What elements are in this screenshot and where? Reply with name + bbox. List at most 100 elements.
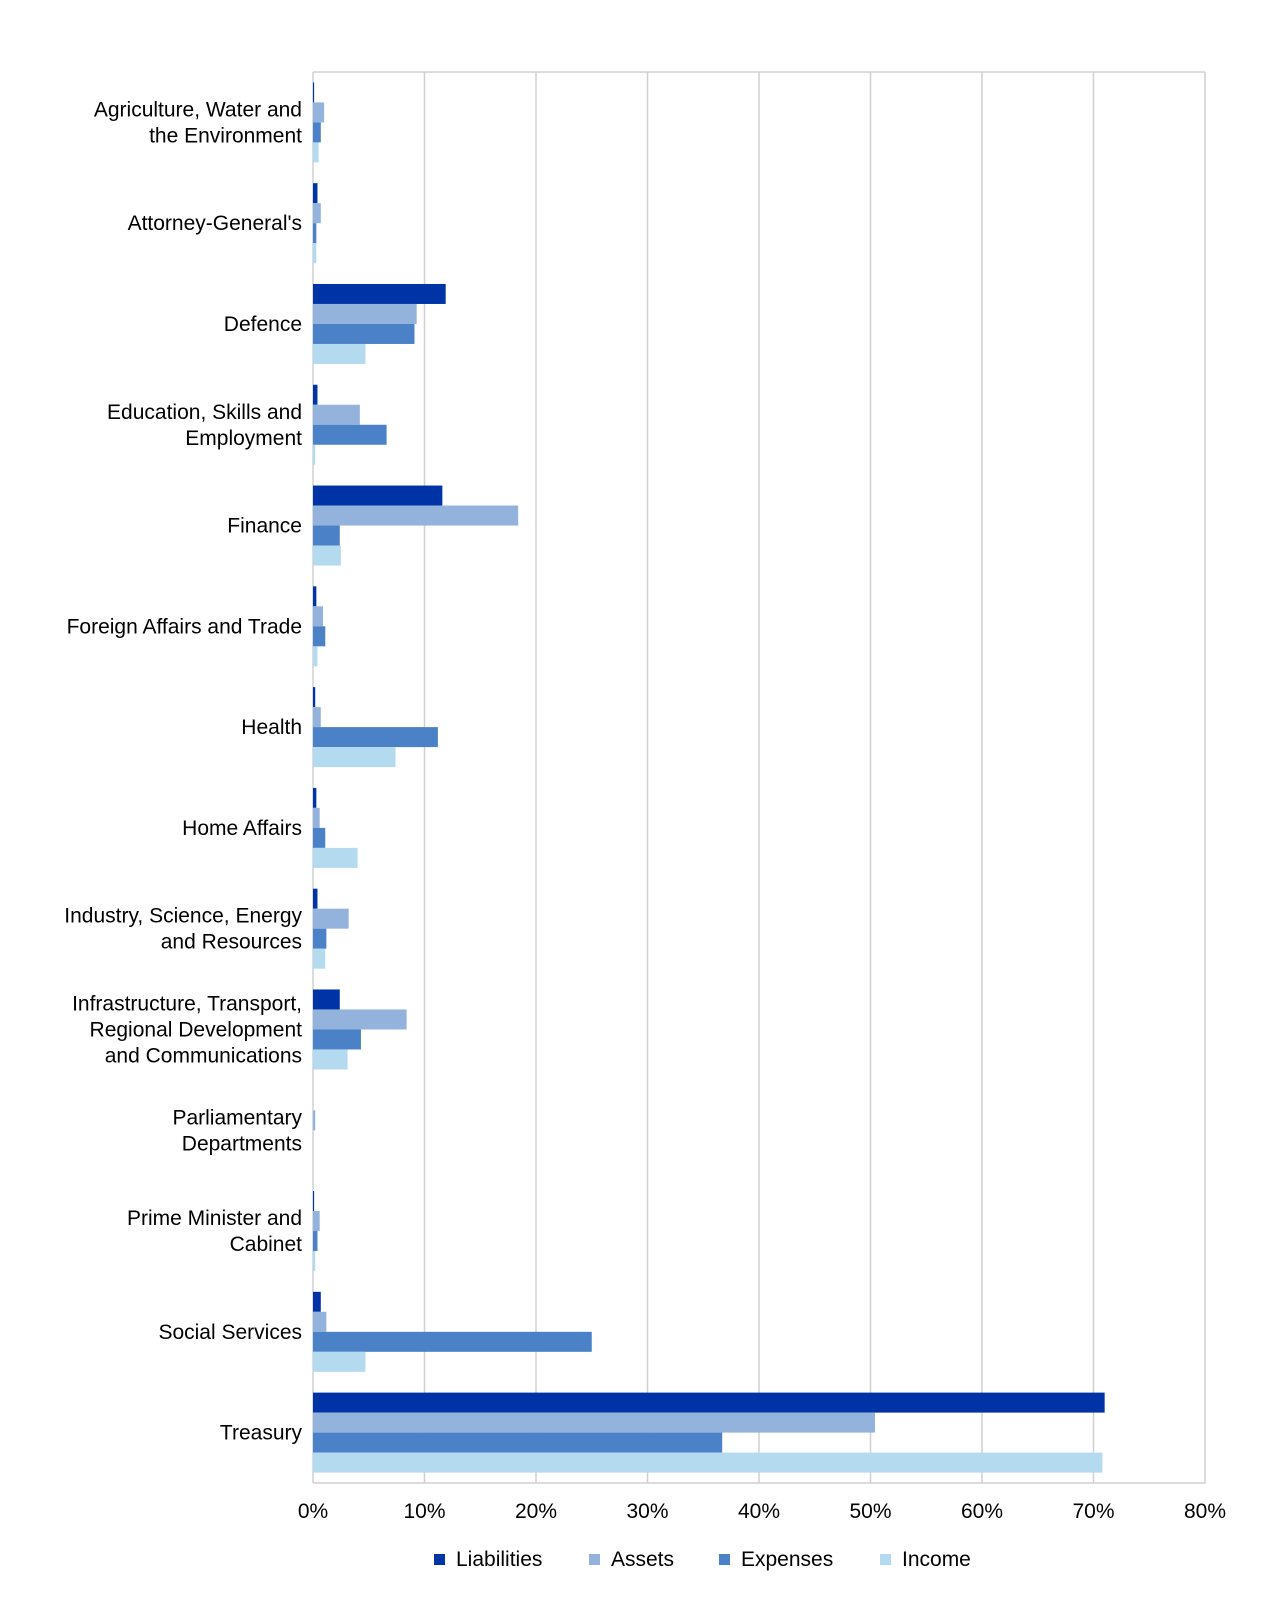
- legend-label-income: Income: [902, 1548, 971, 1571]
- category-label-line: Cabinet: [230, 1233, 303, 1256]
- category-label-line: Departments: [182, 1132, 302, 1155]
- category-label-line: Prime Minister and: [127, 1207, 302, 1230]
- category-labels: Agriculture, Water and the Environment Att…: [64, 98, 302, 1444]
- category-label-0: Agriculture, Water and the Environment: [94, 98, 302, 147]
- category-label-8: Industry, Science, Energy and Resources: [64, 905, 302, 954]
- category-label-line: Parliamentary: [172, 1106, 302, 1129]
- category-label-9: Infrastructure, Transport, Regional Devel…: [72, 992, 302, 1067]
- bar-liabilities-2: [313, 283, 446, 304]
- bar-assets-9: [313, 1009, 407, 1030]
- bar-assets-13: [313, 1412, 875, 1433]
- bar-assets-10: [313, 1110, 316, 1131]
- x-tick-label-0: 0%: [298, 1500, 328, 1523]
- legend-swatch-income: [880, 1554, 891, 1565]
- bar-liabilities-12: [313, 1291, 321, 1312]
- bar-liabilities-13: [313, 1392, 1105, 1413]
- bar-liabilities-0: [313, 82, 315, 103]
- bar-assets-11: [313, 1211, 320, 1232]
- legend-label-expenses: Expenses: [741, 1548, 833, 1571]
- bar-assets-5: [313, 606, 324, 627]
- category-label-11: Prime Minister and Cabinet: [127, 1207, 302, 1256]
- bar-income-5: [313, 646, 318, 667]
- bar-liabilities-5: [313, 586, 317, 607]
- bar-liabilities-3: [313, 384, 318, 405]
- legend: Liabilities Assets Expenses Income: [434, 1548, 971, 1571]
- category-label-line: Social Services: [158, 1321, 302, 1344]
- bar-income-4: [313, 545, 341, 566]
- category-label-line: Foreign Affairs and Trade: [67, 615, 302, 638]
- bar-income-8: [313, 948, 326, 969]
- bar-expenses-0: [313, 122, 321, 143]
- category-label-line: Employment: [185, 427, 302, 450]
- bar-expenses-7: [313, 827, 326, 848]
- bar-expenses-8: [313, 928, 327, 949]
- bar-assets-4: [313, 505, 519, 526]
- bar-expenses-4: [313, 525, 340, 546]
- bar-liabilities-7: [313, 787, 317, 808]
- category-label-line: and Communications: [105, 1044, 302, 1067]
- bar-income-12: [313, 1351, 366, 1372]
- category-label-3: Education, Skills and Employment: [107, 401, 302, 450]
- bar-assets-3: [313, 404, 360, 425]
- category-label-line: Finance: [227, 515, 302, 538]
- x-tick-label-7: 70%: [1072, 1500, 1114, 1523]
- bar-liabilities-6: [313, 687, 316, 708]
- x-tick-label-2: 20%: [515, 1500, 557, 1523]
- x-tick-label-8: 80%: [1184, 1500, 1226, 1523]
- category-label-10: Parliamentary Departments: [172, 1106, 302, 1155]
- bar-income-6: [313, 747, 396, 768]
- category-label-7: Home Affairs: [182, 817, 302, 840]
- bar-liabilities-1: [313, 183, 318, 204]
- bar-income-2: [313, 343, 366, 364]
- bar-income-13: [313, 1452, 1103, 1473]
- category-label-line: Treasury: [220, 1422, 303, 1445]
- category-label-line: Agriculture, Water and: [94, 98, 302, 121]
- bar-expenses-12: [313, 1331, 592, 1352]
- bar-assets-0: [313, 102, 325, 123]
- legend-swatch-liabilities: [434, 1554, 445, 1565]
- bar-income-3: [313, 444, 316, 465]
- bar-income-11: [313, 1251, 316, 1272]
- category-label-line: Health: [241, 716, 302, 739]
- bar-liabilities-11: [313, 1191, 315, 1212]
- bar-expenses-5: [313, 626, 326, 647]
- bar-income-7: [313, 847, 358, 868]
- bar-groups: [313, 82, 1105, 1473]
- category-label-line: Infrastructure, Transport,: [72, 992, 302, 1015]
- bar-assets-2: [313, 303, 417, 324]
- x-tick-label-4: 40%: [738, 1500, 780, 1523]
- bar-assets-7: [313, 807, 320, 828]
- bar-income-9: [313, 1049, 348, 1070]
- category-label-line: the Environment: [149, 124, 302, 147]
- x-tick-label-6: 60%: [961, 1500, 1003, 1523]
- category-label-line: Industry, Science, Energy: [64, 905, 302, 928]
- category-label-13: Treasury: [220, 1422, 303, 1445]
- category-label-line: Home Affairs: [182, 817, 302, 840]
- category-label-line: Education, Skills and: [107, 401, 302, 424]
- category-label-1: Attorney-General's: [128, 212, 302, 235]
- category-label-2: Defence: [224, 313, 302, 336]
- category-label-12: Social Services: [158, 1321, 302, 1344]
- bar-income-1: [313, 243, 317, 264]
- bar-liabilities-8: [313, 888, 318, 909]
- x-tick-label-5: 50%: [849, 1500, 891, 1523]
- grid-lines: [312, 71, 1206, 1484]
- category-label-line: Regional Development: [90, 1018, 303, 1041]
- bar-expenses-1: [313, 223, 317, 244]
- category-label-6: Health: [241, 716, 302, 739]
- bar-expenses-13: [313, 1432, 723, 1453]
- x-tick-label-3: 30%: [626, 1500, 668, 1523]
- bar-liabilities-9: [313, 989, 340, 1010]
- category-label-4: Finance: [227, 515, 302, 538]
- category-label-line: and Resources: [161, 931, 302, 954]
- bar-expenses-6: [313, 727, 438, 748]
- x-axis-ticks: 0% 10% 20% 30% 40% 50% 60% 70% 80%: [298, 1500, 1226, 1523]
- bar-assets-6: [313, 707, 321, 728]
- legend-swatch-assets: [589, 1554, 600, 1565]
- x-tick-label-1: 10%: [403, 1500, 445, 1523]
- legend-swatch-expenses: [719, 1554, 730, 1565]
- bar-expenses-11: [313, 1231, 318, 1252]
- category-label-5: Foreign Affairs and Trade: [67, 615, 302, 638]
- bar-liabilities-4: [313, 485, 443, 506]
